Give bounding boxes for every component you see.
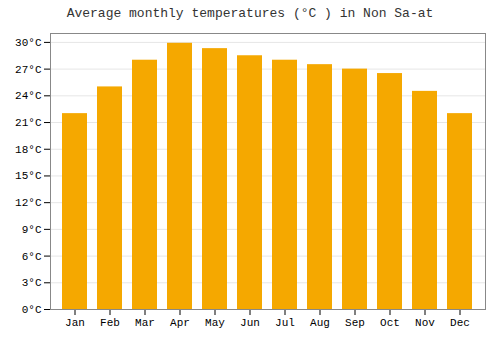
svg-text:May: May (205, 317, 225, 329)
svg-text:Aug: Aug (310, 317, 330, 329)
svg-text:Oct: Oct (380, 317, 400, 329)
svg-text:Sep: Sep (345, 317, 365, 329)
svg-text:Jun: Jun (240, 317, 260, 329)
svg-text:6°C: 6°C (22, 251, 42, 263)
svg-text:24°C: 24°C (15, 90, 42, 102)
svg-text:21°C: 21°C (15, 117, 42, 129)
svg-text:9°C: 9°C (22, 224, 42, 236)
svg-text:27°C: 27°C (15, 64, 42, 76)
svg-text:Dec: Dec (450, 317, 470, 329)
svg-text:18°C: 18°C (15, 144, 42, 156)
svg-text:Jul: Jul (275, 317, 295, 329)
svg-text:Nov: Nov (415, 317, 435, 329)
svg-text:Feb: Feb (100, 317, 120, 329)
svg-text:Mar: Mar (135, 317, 155, 329)
svg-text:Jan: Jan (65, 317, 85, 329)
svg-text:0°C: 0°C (22, 304, 42, 316)
html-text:Average monthly temperatures (: Average monthly temperatures (°C ) in No… (66, 6, 434, 21)
svg-text:15°C: 15°C (15, 170, 42, 182)
svg-text:12°C: 12°C (15, 197, 42, 209)
svg-text:Apr: Apr (170, 317, 190, 329)
svg-text:3°C: 3°C (22, 277, 42, 289)
svg-text:30°C: 30°C (15, 37, 42, 49)
